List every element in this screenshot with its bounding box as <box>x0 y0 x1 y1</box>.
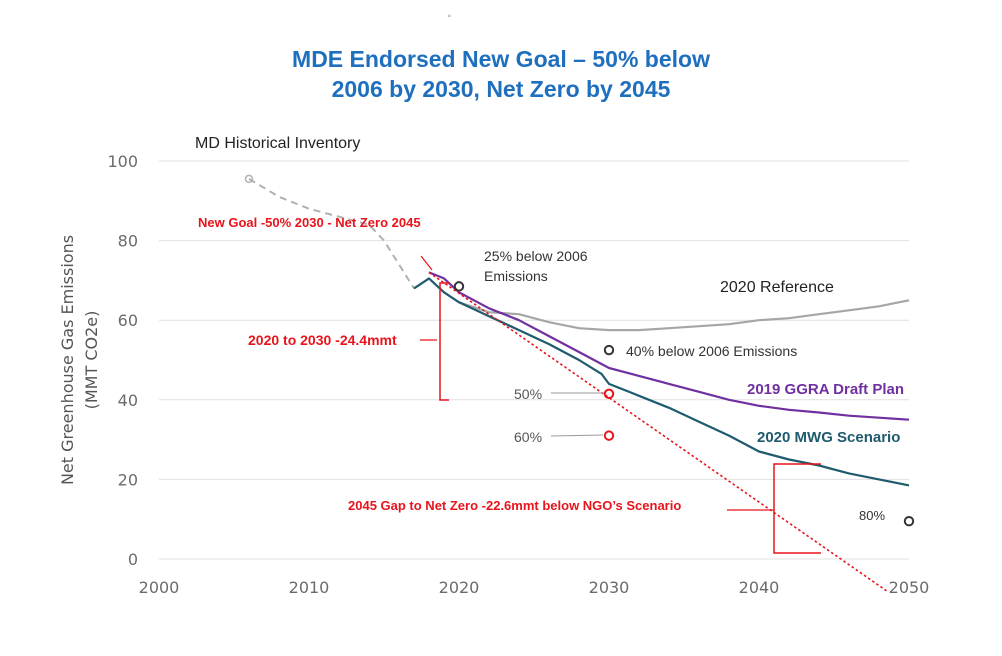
slide-mark: ° <box>447 14 452 24</box>
historical-label: MD Historical Inventory <box>195 135 360 152</box>
gap-2045-label: 2045 Gap to Net Zero -22.6mmt below NGO’… <box>348 498 681 513</box>
marker-60-label: 60% <box>514 429 542 445</box>
marker-80-label: 80% <box>859 508 885 523</box>
y-tick-20: 20 <box>118 470 138 489</box>
series-line-2020-reference <box>458 299 910 332</box>
marker-80 <box>903 515 915 527</box>
marker-60-leader <box>550 434 604 437</box>
mwg-label: 2020 MWG Scenario <box>757 429 900 446</box>
y-axis-label-line-2: (MMT CO2e) <box>82 311 101 410</box>
ggra-label: 2019 GGRA Draft Plan <box>747 381 904 398</box>
series-line-md-historical-inventory <box>248 178 415 289</box>
marker-25-below-2006-emissions <box>453 281 465 292</box>
x-tick-2000: 2000 <box>139 578 180 597</box>
series-line-2019-ggra-draft-plan <box>428 271 910 421</box>
milestone-markers <box>453 281 915 527</box>
new-goal-label: New Goal -50% 2030 - Net Zero 2045 <box>198 215 421 230</box>
title-line-2: 2006 by 2030, Net Zero by 2045 <box>331 76 671 102</box>
title-line-1: MDE Endorsed New Goal – 50% below <box>292 46 710 72</box>
bracket-2020-2030 <box>439 282 449 401</box>
y-tick-40: 40 <box>118 391 138 410</box>
x-tick-2020: 2020 <box>439 578 480 597</box>
grid-lines <box>159 160 909 560</box>
x-tick-2010: 2010 <box>289 578 330 597</box>
reference-label: 2020 Reference <box>720 279 834 296</box>
bracket-2045-gap <box>773 463 821 554</box>
y-axis-ticks: 0 20 40 60 80 100 <box>107 152 138 569</box>
y-tick-80: 80 <box>118 232 138 251</box>
marker-25-label-line-2: Emissions <box>484 268 548 284</box>
gap-2030-label: 2020 to 2030 -24.4mmt <box>248 332 397 348</box>
marker-40-below-2006-emissions <box>603 344 615 356</box>
new-goal-pointer <box>420 255 433 271</box>
y-axis-label: Net Greenhouse Gas Emissions (MMT CO2e) <box>58 235 101 485</box>
y-tick-100: 100 <box>107 152 138 171</box>
marker-40-label: 40% below 2006 Emissions <box>626 343 797 359</box>
historical-start-point <box>244 174 254 184</box>
marker-25-label-line-1: 25% below 2006 <box>484 248 588 264</box>
marker-50-label: 50% <box>514 386 542 402</box>
y-axis-label-line-1: Net Greenhouse Gas Emissions <box>58 235 77 485</box>
x-tick-2040: 2040 <box>739 578 780 597</box>
marker-50 <box>603 388 615 400</box>
marker-60 <box>603 430 615 441</box>
x-axis-ticks: 2000 2010 2020 2030 2040 2050 <box>139 578 930 597</box>
y-tick-0: 0 <box>128 550 138 569</box>
chart-title: MDE Endorsed New Goal – 50% below 2006 b… <box>0 44 1002 104</box>
x-tick-2030: 2030 <box>589 578 630 597</box>
y-tick-60: 60 <box>118 311 138 330</box>
annotation-brackets <box>420 255 821 554</box>
x-tick-2050: 2050 <box>889 578 930 597</box>
